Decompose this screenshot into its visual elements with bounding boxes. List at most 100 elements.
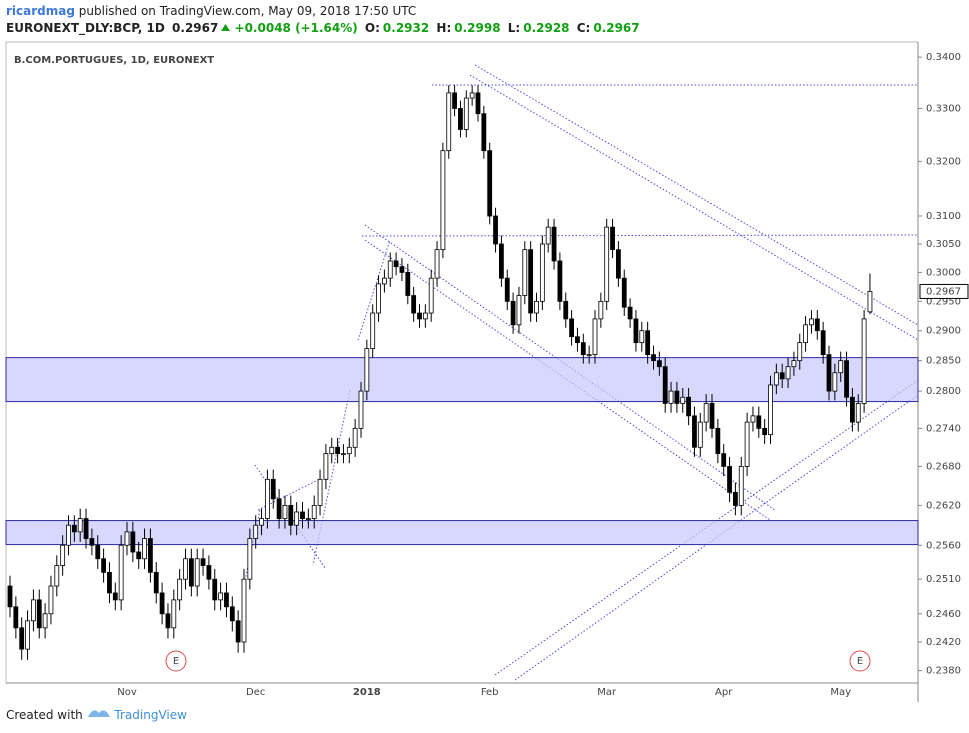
- candle-body: [165, 613, 171, 629]
- candle-body: [329, 446, 335, 455]
- h-label: H:: [436, 21, 452, 35]
- candle-body: [814, 318, 820, 332]
- x-tick-label: Apr: [715, 687, 733, 698]
- candle-body: [721, 453, 727, 467]
- o-label: O:: [364, 21, 380, 35]
- x-tick-label: Mar: [597, 687, 617, 698]
- y-tick-label: 0.3200: [926, 156, 961, 167]
- candle-body: [107, 571, 112, 594]
- candle-body: [352, 427, 358, 448]
- candle-body: [586, 354, 592, 357]
- candle-body: [30, 599, 36, 622]
- symbol: EURONEXT_DLY:BCP, 1D: [6, 21, 165, 35]
- candle-body: [516, 295, 522, 326]
- candle-body: [791, 360, 797, 368]
- candle-body: [95, 544, 101, 560]
- candle-body: [557, 260, 563, 302]
- y-tick-label: 0.2680: [926, 461, 961, 472]
- candle-body: [370, 312, 376, 350]
- candle-body: [481, 113, 487, 152]
- x-tick-label: May: [830, 687, 851, 698]
- candle-body: [844, 360, 849, 398]
- candle-body: [25, 620, 30, 650]
- candle-body: [428, 277, 434, 314]
- candle-body: [294, 511, 300, 526]
- candle-body: [142, 538, 147, 560]
- last-price-box: [919, 283, 969, 299]
- candle-body: [469, 92, 475, 99]
- l-value: 0.2928: [523, 21, 570, 35]
- candle-body: [744, 421, 750, 467]
- candle-body: [60, 544, 66, 566]
- candle-body: [89, 538, 95, 546]
- y-tick-label: 0.2900: [926, 326, 961, 337]
- candle-body: [645, 330, 651, 356]
- candle-body: [381, 277, 387, 285]
- x-tick-label: 2018: [353, 687, 381, 698]
- y-tick-label: 0.3050: [926, 239, 961, 250]
- candle-body: [305, 518, 311, 520]
- candle-body: [697, 421, 703, 448]
- candle-body: [639, 330, 645, 344]
- candle-body: [101, 558, 106, 573]
- candle-body: [66, 524, 71, 546]
- candle-body: [598, 300, 604, 320]
- candle-body: [627, 306, 633, 320]
- candle-body: [364, 348, 370, 392]
- candle-body: [498, 243, 504, 279]
- event-label: E: [857, 656, 863, 667]
- candle-body: [19, 627, 25, 650]
- candle-body: [803, 324, 808, 344]
- candle-body: [112, 592, 118, 601]
- logo: [87, 710, 110, 717]
- candle-body: [376, 283, 381, 314]
- up-arrow: [221, 24, 231, 31]
- candle-body: [610, 226, 615, 251]
- y-tick-label: 0.2620: [926, 500, 961, 511]
- candle-body: [463, 97, 469, 130]
- candle-body: [616, 249, 621, 279]
- candle-body: [715, 427, 721, 455]
- event-marker: [165, 650, 187, 672]
- candle-body: [768, 384, 773, 436]
- candle-body: [779, 372, 785, 380]
- candle-body: [861, 318, 867, 404]
- y-tick-label: 0.2460: [926, 609, 961, 620]
- candle-body: [300, 511, 305, 519]
- candle-body: [153, 571, 159, 594]
- candle-body: [335, 446, 341, 455]
- candle-body: [118, 544, 124, 601]
- candle-body: [487, 150, 493, 217]
- event-marker: [849, 650, 871, 672]
- change: +0.0048 (+1.64%): [234, 21, 358, 35]
- candle-body: [651, 354, 656, 362]
- candle-body: [241, 578, 247, 643]
- x-tick-label: Dec: [246, 687, 265, 698]
- candle-body: [680, 396, 686, 404]
- candle-body: [259, 518, 264, 526]
- y-tick-label: 0.2510: [926, 574, 961, 585]
- y-tick-label: 0.2380: [926, 666, 961, 677]
- h-value: 0.2998: [454, 21, 501, 35]
- x-tick-label: Feb: [481, 687, 499, 698]
- candle-body: [405, 272, 411, 296]
- header-line: ricardmag published on TradingView.com, …: [6, 4, 416, 18]
- candle-body: [738, 466, 744, 506]
- candle-body: [850, 396, 855, 423]
- y-tick-label: 0.2740: [926, 423, 961, 434]
- candle-body: [183, 558, 188, 580]
- candle-body: [341, 453, 346, 456]
- candle-body: [200, 558, 206, 566]
- candle-body: [235, 620, 241, 643]
- candle-body: [785, 366, 791, 380]
- candle-body: [171, 599, 177, 629]
- zone: [5, 520, 919, 546]
- candle-body: [809, 318, 814, 326]
- candle-body: [36, 599, 42, 629]
- candle-body: [48, 585, 54, 615]
- candle-body: [528, 249, 534, 314]
- candle-body: [604, 226, 610, 302]
- c-label: C:: [576, 21, 591, 35]
- published: published on TradingView.com, May 09, 20…: [78, 4, 417, 18]
- candle-body: [493, 215, 498, 245]
